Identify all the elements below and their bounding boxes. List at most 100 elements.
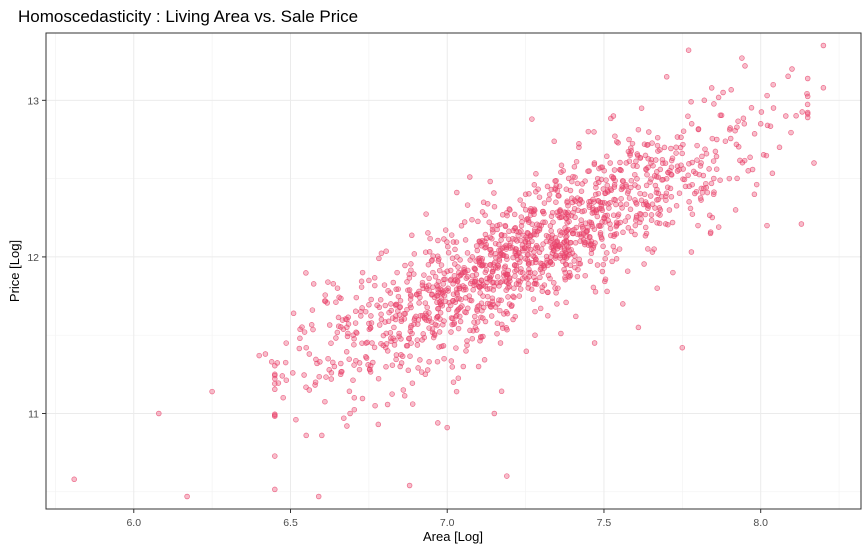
- data-point: [728, 136, 733, 141]
- data-point: [702, 98, 707, 103]
- data-point: [465, 274, 470, 279]
- data-point: [545, 290, 550, 295]
- data-point: [441, 282, 446, 287]
- y-axis: 111213: [27, 95, 46, 420]
- data-point: [604, 154, 609, 159]
- data-point: [716, 225, 721, 230]
- data-point: [575, 181, 580, 186]
- data-point: [484, 242, 489, 247]
- data-point: [649, 213, 654, 218]
- data-point: [297, 346, 302, 351]
- data-point: [551, 220, 556, 225]
- data-point: [302, 373, 307, 378]
- x-tick-label: 7.0: [440, 517, 455, 529]
- data-point: [608, 226, 613, 231]
- data-point: [431, 335, 436, 340]
- data-point: [713, 149, 718, 154]
- data-point: [541, 242, 546, 247]
- data-point: [573, 314, 578, 319]
- data-point: [611, 244, 616, 249]
- data-point: [354, 331, 359, 336]
- data-point: [330, 360, 335, 365]
- data-point: [359, 285, 364, 290]
- data-point: [532, 275, 537, 280]
- data-point: [463, 238, 468, 243]
- data-point: [592, 341, 597, 346]
- data-point: [352, 395, 357, 400]
- data-point: [497, 284, 502, 289]
- data-point: [307, 352, 312, 357]
- data-point: [515, 252, 520, 257]
- data-point: [476, 219, 481, 224]
- data-point: [377, 305, 382, 310]
- data-point: [511, 228, 516, 233]
- data-point: [578, 239, 583, 244]
- data-point: [569, 179, 574, 184]
- data-point: [397, 313, 402, 318]
- data-point: [603, 220, 608, 225]
- data-point: [384, 342, 389, 347]
- data-point: [624, 202, 629, 207]
- data-point: [326, 280, 331, 285]
- data-point: [564, 256, 569, 261]
- data-point: [382, 283, 387, 288]
- data-point: [559, 163, 564, 168]
- data-point: [621, 179, 626, 184]
- data-point: [696, 223, 701, 228]
- data-point: [348, 411, 353, 416]
- data-point: [572, 259, 577, 264]
- data-point: [383, 303, 388, 308]
- data-point: [352, 342, 357, 347]
- data-point: [465, 251, 470, 256]
- data-point: [336, 315, 341, 320]
- data-point: [662, 145, 667, 150]
- data-point: [735, 125, 740, 130]
- data-point: [304, 345, 309, 350]
- data-point: [484, 268, 489, 273]
- data-point: [550, 262, 555, 267]
- data-point: [532, 232, 537, 237]
- data-point: [566, 227, 571, 232]
- data-point: [407, 336, 412, 341]
- data-point: [583, 273, 588, 278]
- data-point: [600, 269, 605, 274]
- data-point: [290, 371, 295, 376]
- data-point: [674, 145, 679, 150]
- data-point: [695, 158, 700, 163]
- data-point: [681, 142, 686, 147]
- data-point: [487, 220, 492, 225]
- data-point: [669, 165, 674, 170]
- data-point: [384, 249, 389, 254]
- data-point: [606, 202, 611, 207]
- data-point: [533, 246, 538, 251]
- data-point: [272, 413, 277, 418]
- data-point: [590, 211, 595, 216]
- data-point: [633, 183, 638, 188]
- data-point: [446, 250, 451, 255]
- data-point: [427, 276, 432, 281]
- data-point: [359, 279, 364, 284]
- data-point: [660, 157, 665, 162]
- data-point: [422, 335, 427, 340]
- data-point: [572, 254, 577, 259]
- data-point: [313, 383, 318, 388]
- data-point: [549, 187, 554, 192]
- data-point: [596, 191, 601, 196]
- data-point: [805, 91, 810, 96]
- data-point: [524, 349, 529, 354]
- data-point: [695, 143, 700, 148]
- data-point: [518, 198, 523, 203]
- data-point: [385, 402, 390, 407]
- data-point: [291, 311, 296, 316]
- data-point: [470, 336, 475, 341]
- data-point: [488, 262, 493, 267]
- data-point: [512, 212, 517, 217]
- data-point: [786, 74, 791, 79]
- data-point: [540, 289, 545, 294]
- data-point: [553, 179, 558, 184]
- data-point: [600, 208, 605, 213]
- data-point: [489, 236, 494, 241]
- data-point: [318, 360, 323, 365]
- data-point: [498, 253, 503, 258]
- data-point: [391, 280, 396, 285]
